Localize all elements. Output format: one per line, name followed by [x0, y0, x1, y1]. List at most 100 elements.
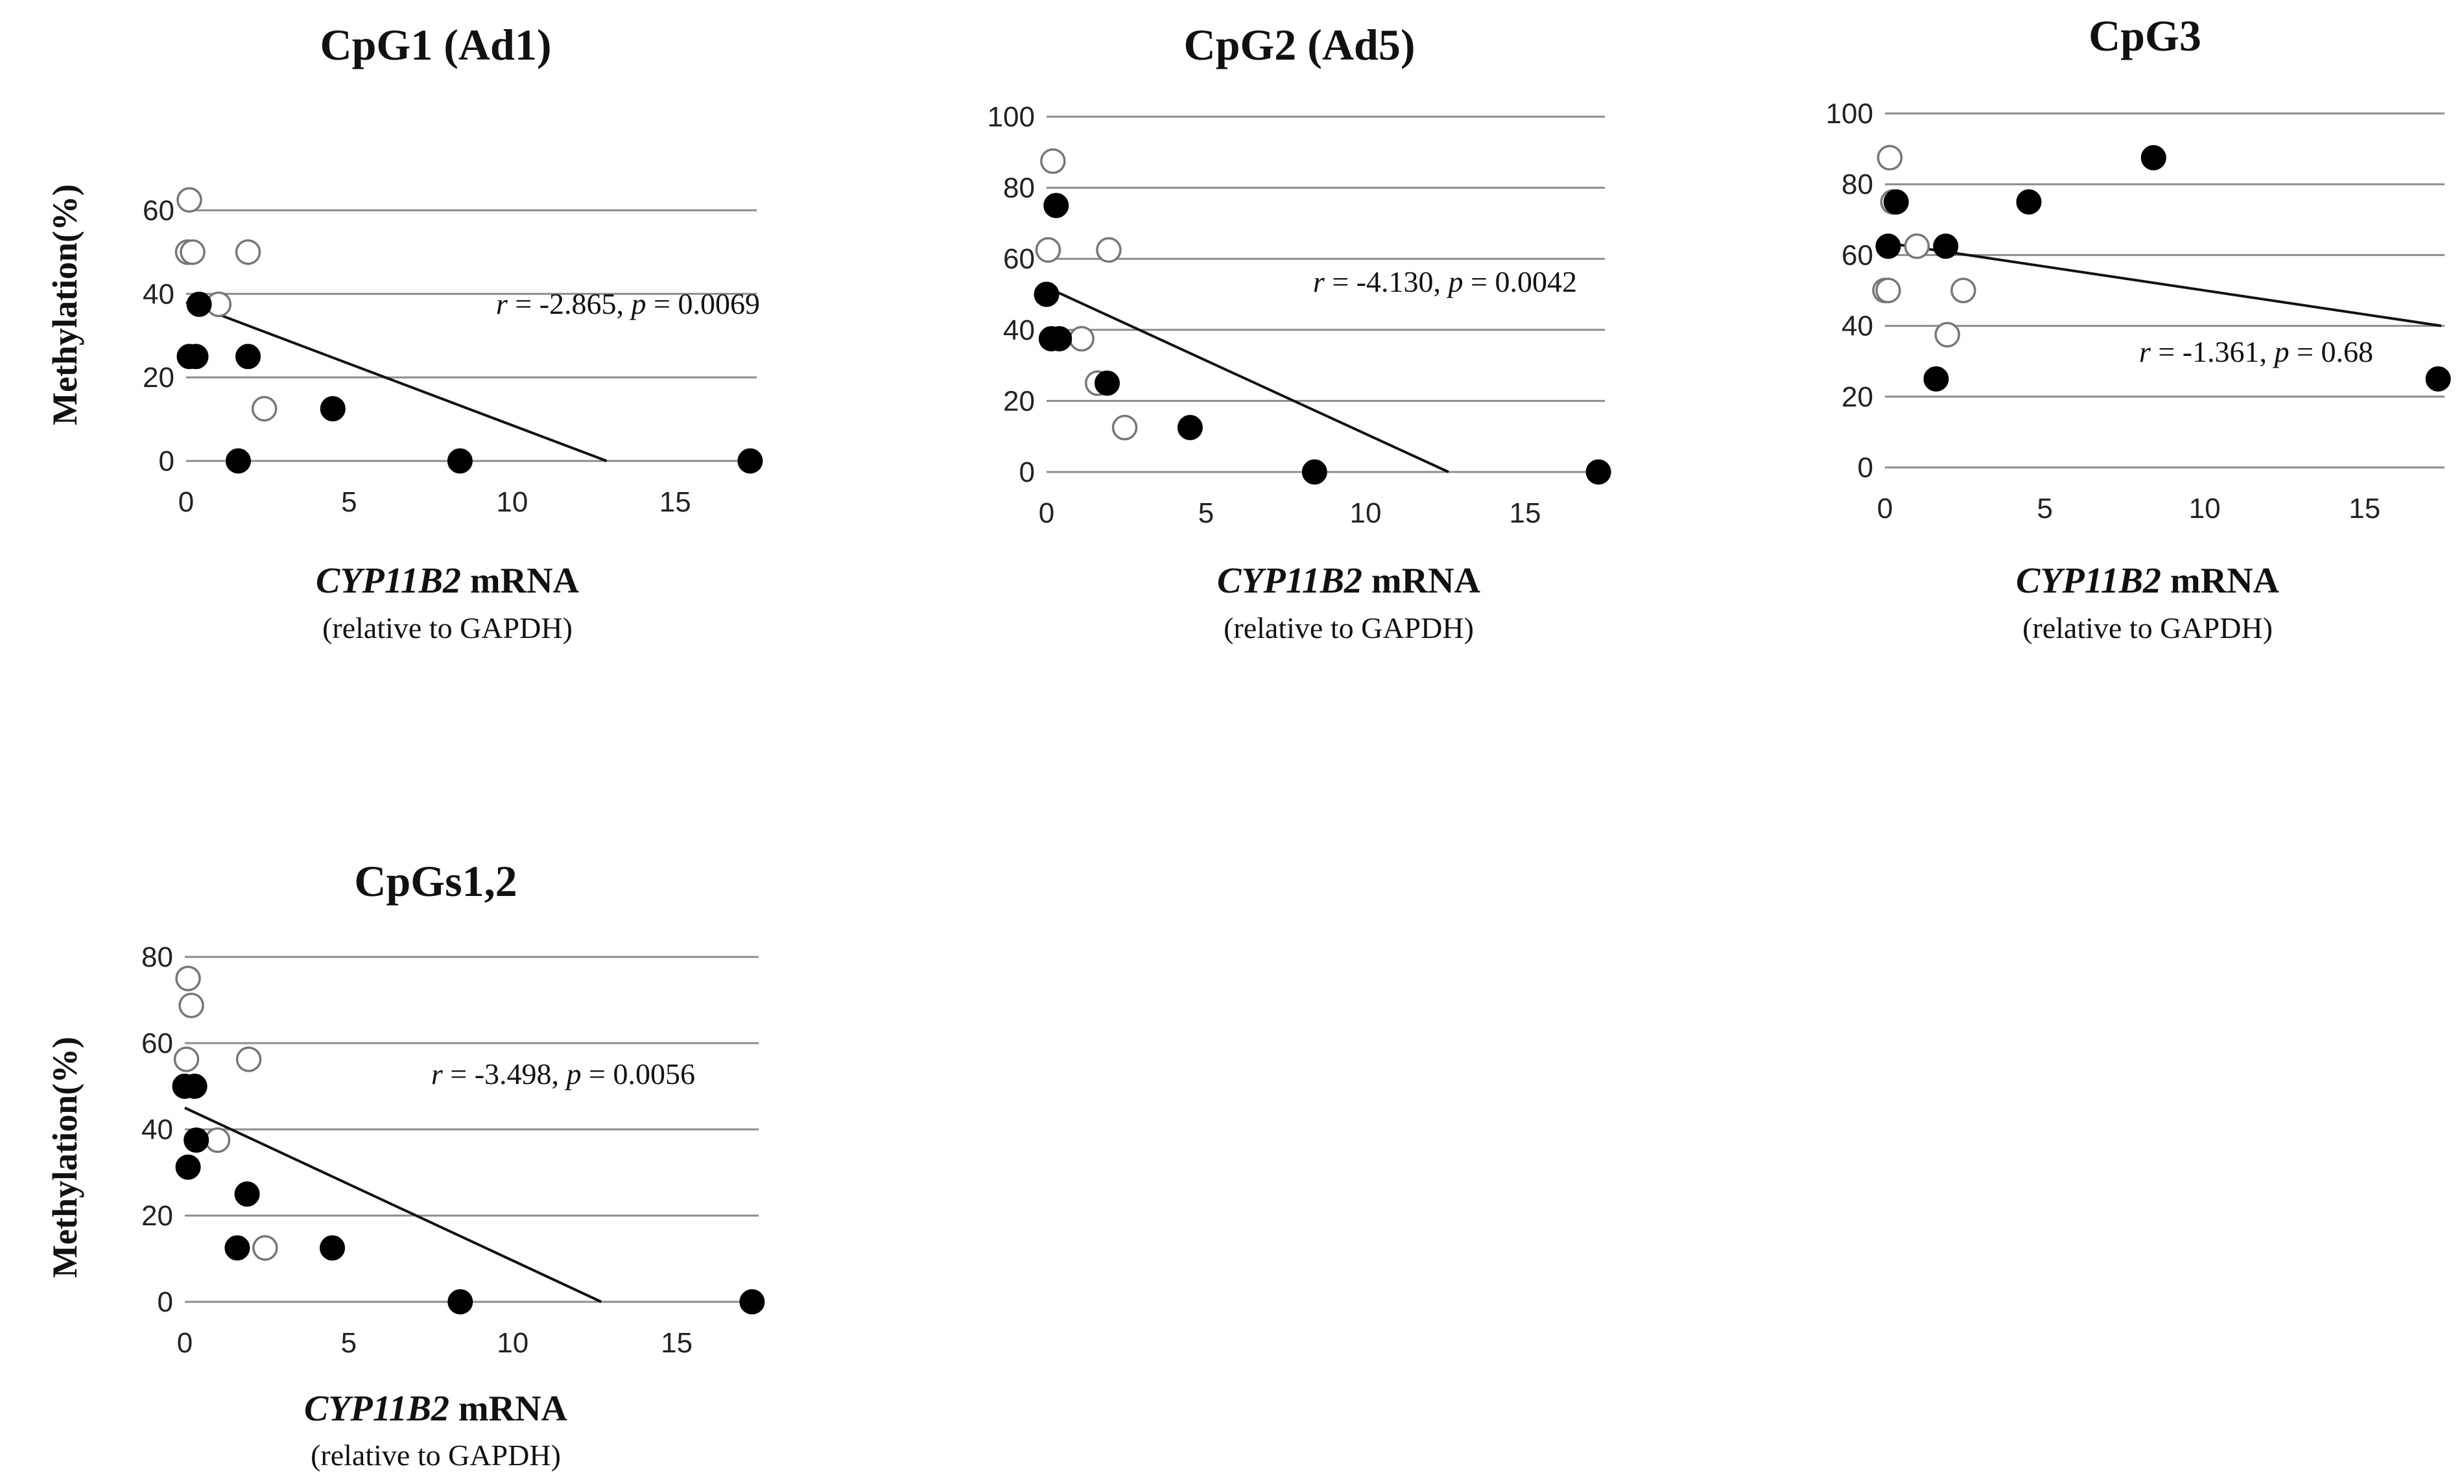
p-value: = 0.0042: [1463, 265, 1577, 298]
data-point-filled: [320, 395, 346, 421]
y-tick-label: 0: [158, 1286, 173, 1318]
chart-panel-cpg3: CpG3 0 20 40 60 80 100 0 5 10 15 r = -1.361, p = …: [1826, 11, 2451, 644]
regression-statistics: r = -2.865, p = 0.0069: [496, 287, 760, 320]
gene-name: CYP11B2: [304, 1389, 449, 1429]
x-tick-label: 15: [661, 1327, 693, 1359]
x-tick-label: 5: [1198, 497, 1214, 529]
x-tick-label: 10: [497, 1327, 528, 1359]
x-axis-sublabel: (relative to GAPDH): [311, 1439, 561, 1472]
data-point-open: [235, 1046, 262, 1072]
x-tick-label: 0: [1877, 493, 1893, 524]
data-point-open: [235, 239, 261, 265]
data-point-open: [1040, 148, 1066, 174]
data-point-filled: [183, 344, 209, 370]
r-symbol: r: [2139, 335, 2151, 368]
chart-title: CpGs1,2: [354, 856, 517, 906]
regression-line: [1046, 286, 1449, 473]
grid-area: 0 20 40 60 80 100 0 5 10 15: [988, 101, 1611, 529]
x-tick-label: 10: [496, 486, 528, 518]
data-point-filled: [447, 448, 473, 474]
r-value: = -2.865,: [508, 287, 632, 320]
data-point-filled: [235, 344, 261, 370]
y-tick-label: 0: [159, 445, 174, 477]
data-point-open: [252, 1235, 278, 1261]
x-tick-label: 10: [2189, 493, 2221, 524]
data-point-filled: [1034, 281, 1060, 307]
x-axis-label: CYP11B2 mRNA: [304, 1389, 568, 1429]
y-tick-label: 40: [1003, 314, 1035, 346]
r-symbol: r: [431, 1057, 444, 1090]
regression-statistics: r = -1.361, p = 0.68: [2139, 335, 2373, 368]
grid-area: 0 20 40 60 80 0 5 10 15: [141, 941, 765, 1359]
x-tick-label: 0: [178, 486, 194, 518]
data-point-filled: [224, 1235, 250, 1261]
y-axis-label: Methylation(%): [45, 184, 84, 425]
data-point-filled: [184, 1127, 209, 1153]
data-point-filled: [1883, 189, 1909, 215]
data-point-open: [1950, 277, 1976, 303]
data-point-filled: [225, 448, 251, 474]
r-value: = -4.130,: [1325, 265, 1449, 298]
data-point-filled: [234, 1181, 260, 1207]
data-point-open: [176, 187, 202, 213]
data-point-filled: [175, 1154, 201, 1180]
data-point-open: [204, 1127, 231, 1153]
p-symbol: p: [565, 1057, 582, 1090]
chart-panel-cpgs12: CpGs1,2 Methylation(%) 0 20 40 60 80 0 5 10 15 r…: [45, 856, 765, 1472]
x-axis-label: CYP11B2 mRNA: [2016, 561, 2280, 601]
y-tick-label: 20: [1003, 385, 1035, 417]
x-tick-label: 10: [1350, 497, 1382, 529]
data-point-filled: [2140, 145, 2166, 171]
r-value: = -3.498,: [443, 1057, 567, 1090]
y-tick-label: 60: [1842, 239, 1873, 271]
x-axis-label-rest: mRNA: [449, 1389, 568, 1429]
r-symbol: r: [1313, 265, 1325, 298]
regression-line: [184, 1106, 602, 1303]
data-point-open: [173, 1046, 200, 1072]
data-point-open: [1096, 237, 1122, 263]
y-tick-label: 100: [1826, 98, 1873, 130]
data-point-filled: [1875, 233, 1901, 259]
chart-title: CpG2 (Ad5): [1183, 20, 1415, 69]
y-tick-label: 80: [141, 941, 173, 973]
chart-title: CpG1 (Ad1): [320, 20, 551, 69]
grid-area: 0 20 40 60 0 5 10 15: [143, 187, 763, 518]
data-point-open: [1877, 145, 1903, 171]
data-point-open: [175, 965, 201, 991]
y-tick-label: 60: [1003, 243, 1035, 275]
data-point-open: [178, 993, 204, 1019]
data-point-filled: [447, 1289, 473, 1315]
p-value: = 0.68: [2290, 335, 2373, 368]
x-axis-label-rest: mRNA: [2161, 561, 2280, 601]
data-point-filled: [186, 291, 212, 317]
data-point-filled: [737, 448, 763, 474]
grid-area: 0 20 40 60 80 100 0 5 10 15: [1826, 98, 2451, 524]
x-tick-label: 5: [341, 1327, 357, 1359]
x-axis-sublabel: (relative to GAPDH): [2022, 611, 2273, 644]
x-tick-label: 0: [177, 1327, 193, 1359]
y-tick-label: 20: [143, 362, 174, 394]
x-tick-label: 5: [341, 486, 357, 518]
y-tick-label: 20: [1842, 381, 1873, 413]
y-axis-label: Methylation(%): [45, 1037, 84, 1278]
x-axis-sublabel: (relative to GAPDH): [1224, 611, 1474, 644]
data-point-filled: [1933, 233, 1959, 259]
data-point-filled: [739, 1289, 765, 1315]
x-axis-label: CYP11B2 mRNA: [316, 561, 580, 601]
data-point-filled: [320, 1235, 346, 1261]
data-point-open: [1934, 322, 1960, 347]
y-tick-label: 80: [1003, 172, 1035, 204]
y-tick-label: 40: [1842, 311, 1873, 342]
data-point-open: [1875, 277, 1901, 303]
chart-panel-cpg2: CpG2 (Ad5) 0 20 40 60 80 100 0 5 10 15 r = -4.130…: [988, 20, 1611, 644]
x-tick-label: 15: [1510, 497, 1541, 529]
gene-name: CYP11B2: [1217, 561, 1362, 601]
data-point-filled: [1094, 370, 1120, 396]
p-symbol: p: [2273, 335, 2290, 368]
chart-title: CpG3: [2089, 11, 2201, 60]
regression-statistics: r = -3.498, p = 0.0056: [431, 1057, 695, 1090]
x-axis-sublabel: (relative to GAPDH): [322, 611, 573, 644]
data-point-filled: [1301, 459, 1327, 485]
